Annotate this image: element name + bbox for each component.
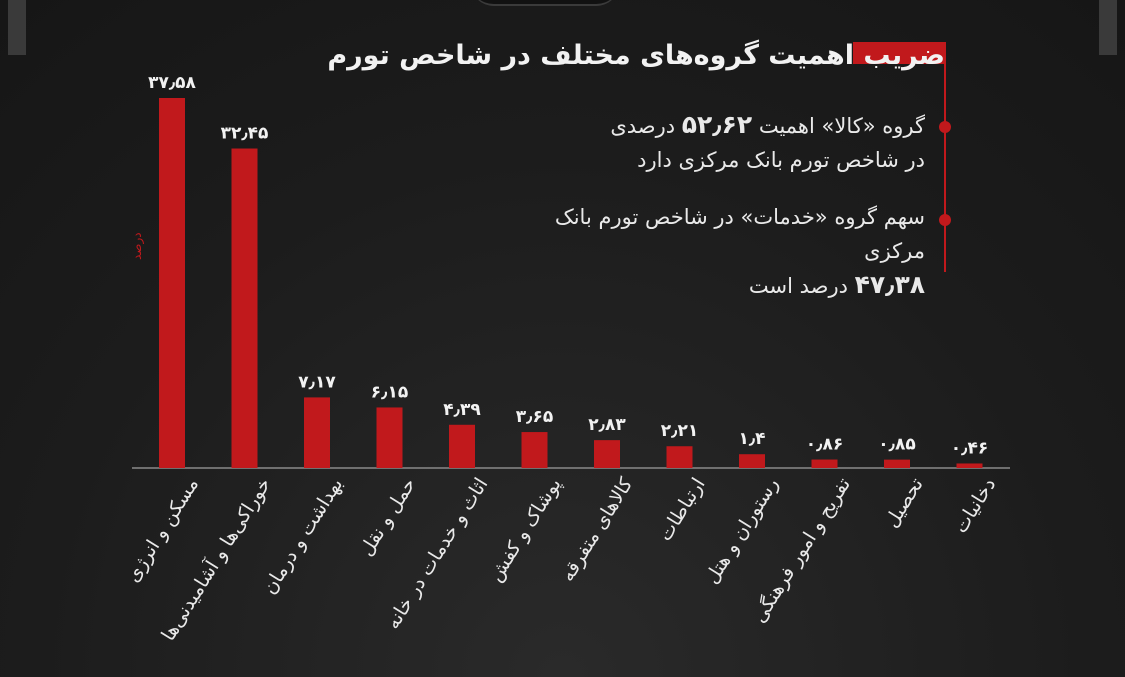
data-label: ۲٫۲۱ [661, 421, 698, 441]
left-decoration [8, 0, 26, 55]
data-label: ۴٫۳۹ [443, 400, 481, 420]
note-goods-value: ۵۲٫۶۲ [681, 110, 753, 139]
bar [304, 397, 330, 468]
data-label: ۷٫۱۷ [298, 372, 336, 392]
data-label: ۰٫۴۶ [951, 438, 988, 458]
bar [811, 459, 838, 468]
bar [739, 454, 765, 468]
bar [231, 148, 258, 469]
bar [159, 98, 185, 468]
note-services-value: ۴۷٫۳۸ [854, 270, 925, 299]
data-label: ۱٫۴ [738, 429, 765, 449]
bar [884, 459, 910, 468]
bar [956, 463, 983, 468]
right-decoration [1099, 0, 1117, 55]
title-accent-bar [853, 42, 945, 64]
note-bullet-icon [939, 214, 951, 226]
top-decoration [470, 0, 620, 6]
chart-title: ضریب اهمیت گروه‌های مختلف در شاخص تورم [327, 39, 945, 71]
data-label: ۶٫۱۵ [371, 382, 408, 402]
data-label: ۳۷٫۵۸ [148, 73, 196, 93]
bar [666, 446, 693, 468]
note-services-post: درصد است [748, 274, 855, 298]
note-goods-post: درصدی [610, 114, 682, 138]
note-goods-pre: گروه «کالا» اهمیت [752, 114, 925, 138]
data-label: ۲٫۸۳ [588, 415, 626, 435]
note-bullet-icon [939, 121, 951, 133]
bar [376, 407, 403, 468]
data-label: ۰٫۸۶ [806, 435, 843, 455]
bar [594, 440, 620, 468]
note-goods-line2: در شاخص تورم بانک مرکزی دارد [637, 148, 925, 172]
data-label: ۰٫۸۵ [878, 435, 915, 455]
note-services-pre: سهم گروه «خدمات» در شاخص تورم بانک مرکزی [554, 205, 925, 263]
bar [521, 432, 548, 468]
data-label: ۳٫۶۵ [516, 407, 553, 427]
note-services: سهم گروه «خدمات» در شاخص تورم بانک مرکزی… [505, 200, 925, 303]
title-accent-line [944, 42, 946, 272]
note-goods: گروه «کالا» اهمیت ۵۲٫۶۲ درصدی در شاخص تو… [505, 108, 925, 177]
bar [449, 424, 475, 468]
data-label: ۳۲٫۴۵ [221, 124, 269, 144]
chart-title-wrap: ضریب اهمیت گروه‌های مختلف در شاخص تورم [327, 34, 945, 76]
